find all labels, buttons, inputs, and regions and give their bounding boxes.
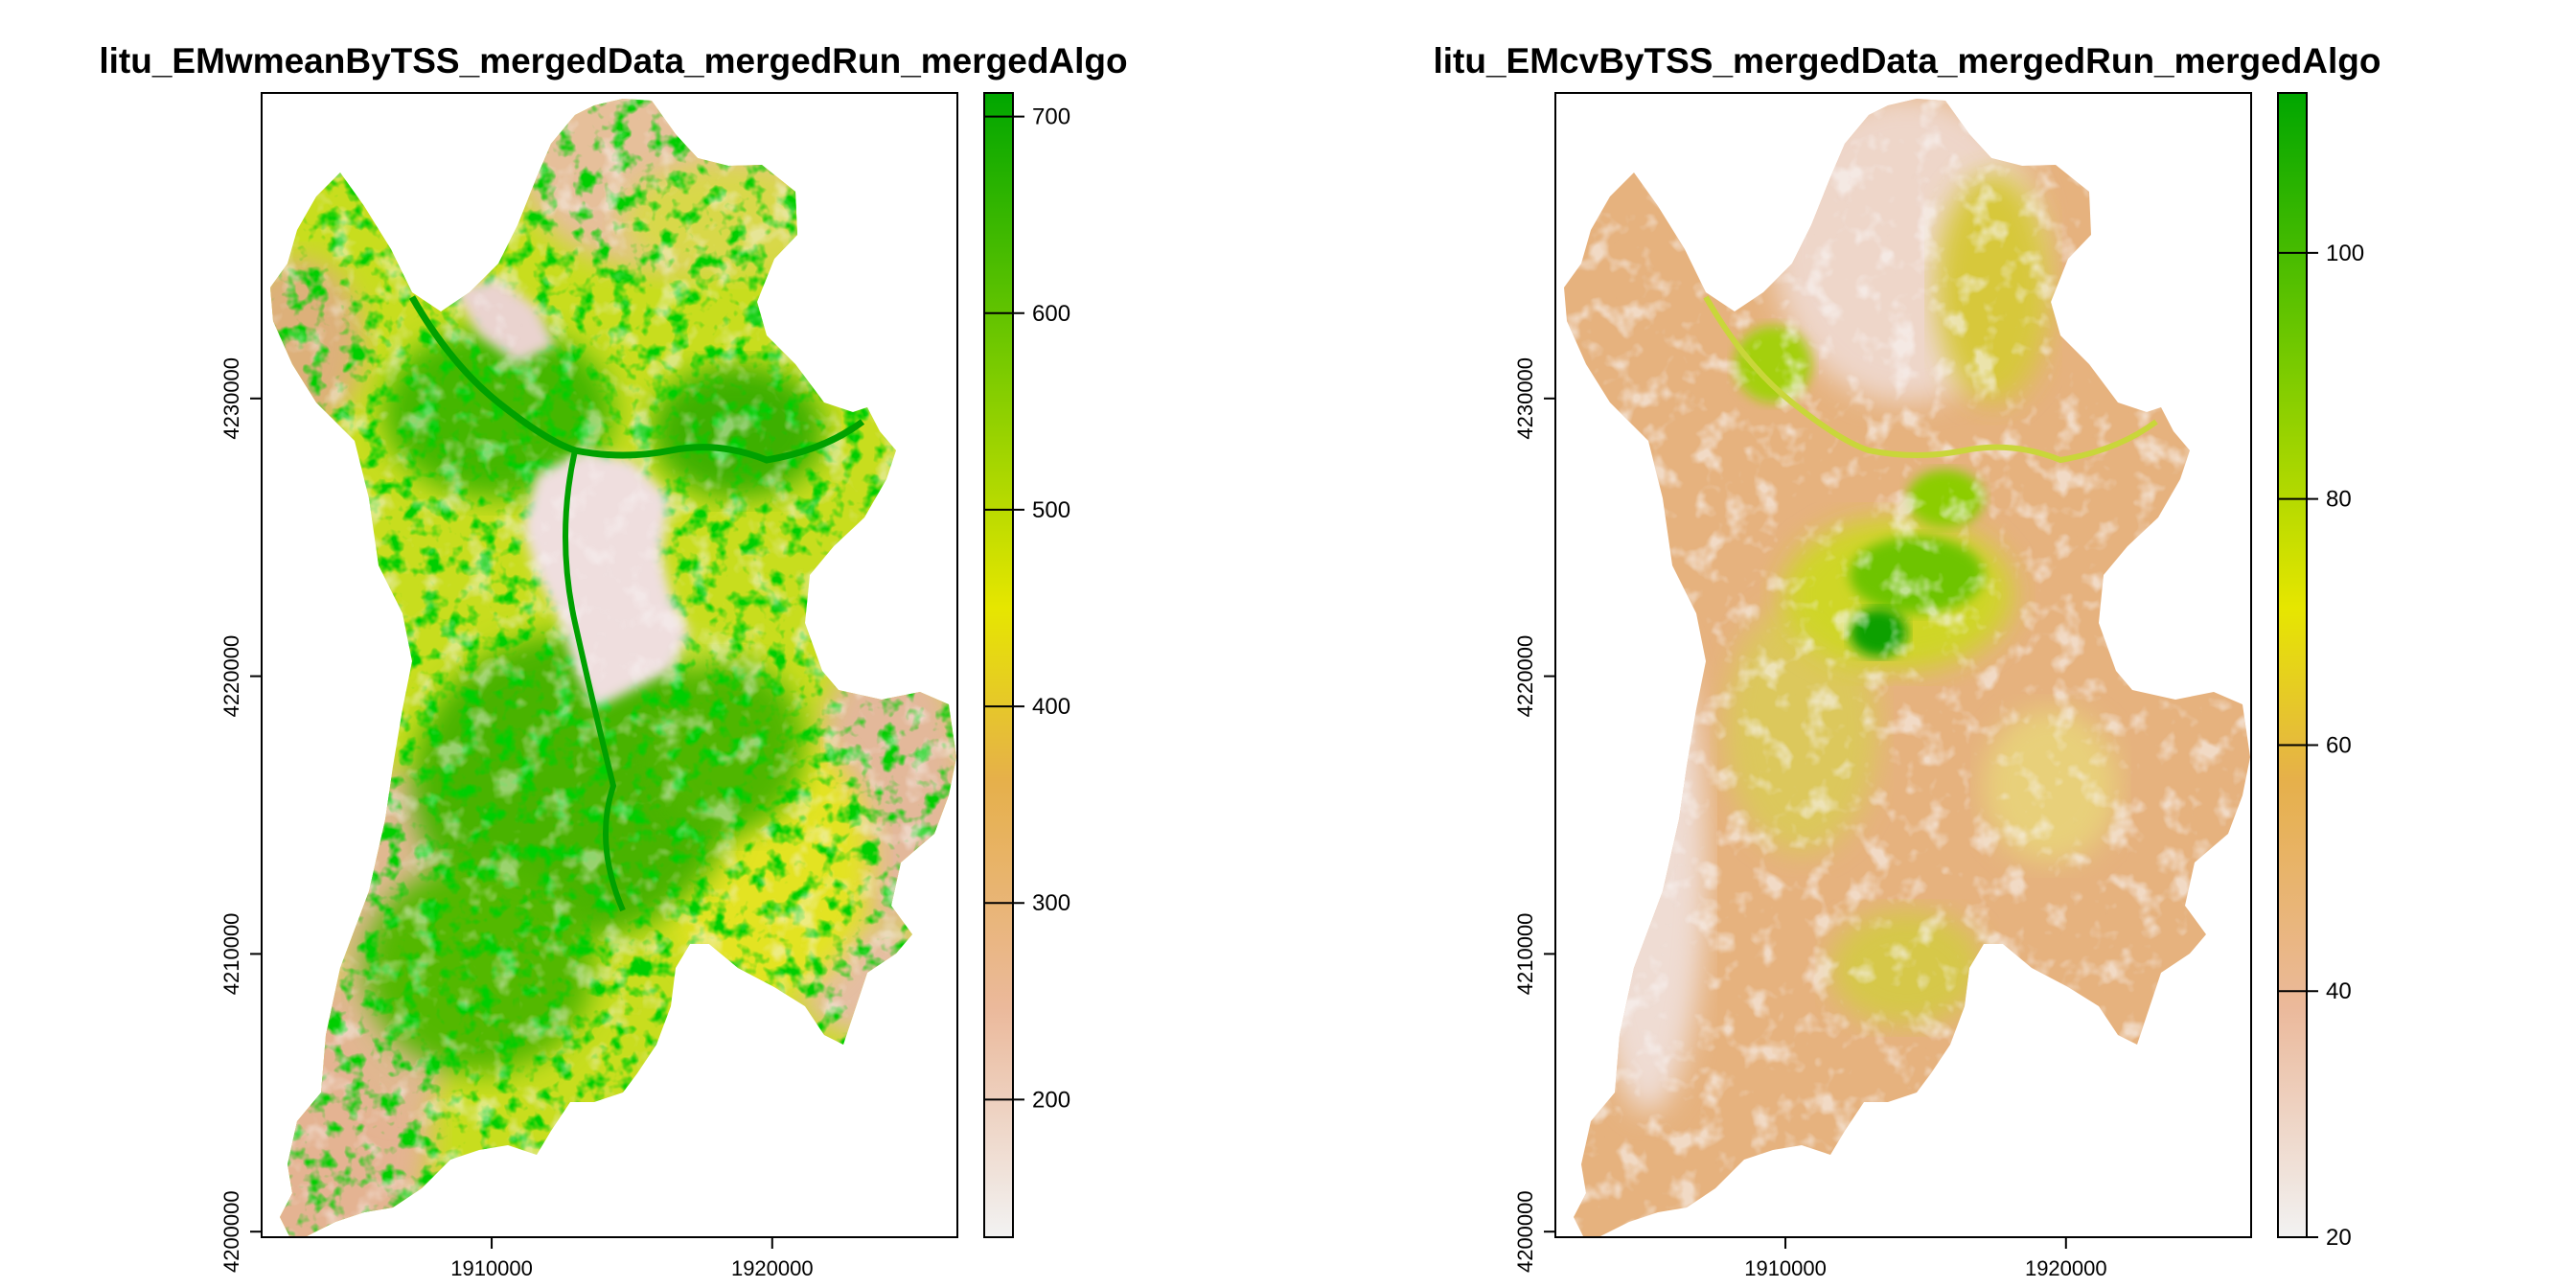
colorbar-tick-label: 700 — [1032, 104, 1070, 130]
x-tick-label: 1920000 — [731, 1256, 814, 1280]
right-colorbar — [2277, 92, 2308, 1238]
left-colorbar-ticks: 200 300 400 500 600 700 — [984, 104, 1070, 1113]
colorbar-tick-label: 200 — [1032, 1087, 1070, 1113]
y-tick-label: 4200000 — [1513, 1190, 1537, 1273]
colorbar-tick-label: 400 — [1032, 694, 1070, 720]
y-tick-label: 4230000 — [1513, 357, 1537, 440]
right-map-raster — [1564, 99, 2250, 1236]
right-map-title: litu_EMcvByTSS_mergedData_mergedRun_merg… — [1434, 41, 2381, 80]
right-map-panel: litu_EMcvByTSS_mergedData_mergedRun_merg… — [1434, 41, 2381, 1280]
left-colorbar — [983, 92, 1014, 1238]
x-tick-label: 1920000 — [2025, 1256, 2107, 1280]
left-map-axes: 1910000 1920000 4200000 4210000 4220000 42300… — [219, 357, 814, 1280]
left-map-title: litu_EMwmeanByTSS_mergedData_mergedRun_m… — [99, 41, 1127, 80]
x-tick-label: 1910000 — [1744, 1256, 1827, 1280]
right-map-axes: 1910000 1920000 4200000 4210000 4220000 42300… — [1513, 357, 2107, 1280]
colorbar-tick-label: 20 — [2326, 1225, 2352, 1251]
right-map-frame — [1554, 92, 2252, 1238]
colorbar-tick-label: 300 — [1032, 890, 1070, 916]
colorbar-tick-label: 40 — [2326, 978, 2352, 1004]
left-map-frame — [261, 92, 958, 1238]
colorbar-tick-label: 80 — [2326, 487, 2352, 513]
colorbar-tick-label: 60 — [2326, 732, 2352, 758]
colorbar-tick-label: 500 — [1032, 497, 1070, 523]
y-tick-label: 4210000 — [219, 913, 243, 996]
y-tick-label: 4220000 — [219, 635, 243, 718]
colorbar-tick-label: 600 — [1032, 301, 1070, 327]
y-tick-label: 4220000 — [1513, 635, 1537, 718]
left-map-panel: litu_EMwmeanByTSS_mergedData_mergedRun_m… — [99, 41, 1127, 1280]
right-colorbar-ticks: 20 40 60 80 100 — [2278, 241, 2364, 1251]
x-tick-label: 1910000 — [450, 1256, 533, 1280]
y-tick-label: 4210000 — [1513, 913, 1537, 996]
y-tick-label: 4230000 — [219, 357, 243, 440]
y-tick-label: 4200000 — [219, 1190, 243, 1273]
left-map-raster — [270, 99, 956, 1236]
colorbar-tick-label: 100 — [2326, 241, 2364, 266]
